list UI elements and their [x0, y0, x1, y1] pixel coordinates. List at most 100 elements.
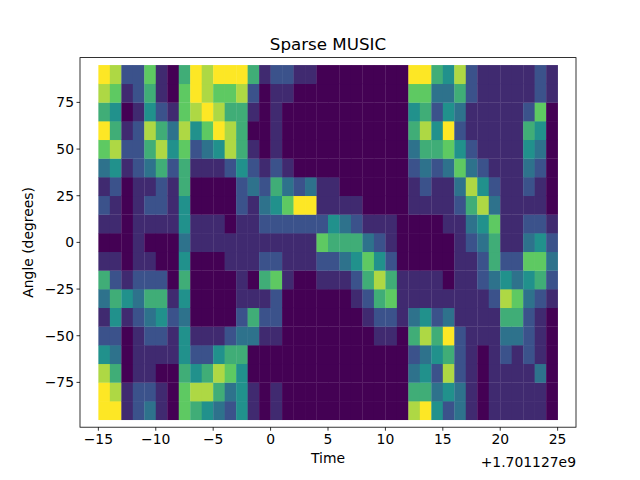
cell: [110, 233, 122, 252]
cell: [385, 84, 397, 103]
cell: [535, 270, 547, 289]
cell: [282, 65, 294, 84]
cell: [248, 84, 260, 103]
cell: [397, 233, 409, 252]
cell: [397, 345, 409, 364]
cell: [546, 177, 558, 196]
cell: [248, 65, 260, 84]
cell: [202, 270, 214, 289]
cell: [236, 177, 248, 196]
cell: [282, 382, 294, 401]
cell: [179, 401, 191, 420]
cell: [466, 102, 478, 121]
cell: [305, 289, 317, 308]
cell: [167, 401, 179, 420]
cell: [328, 382, 340, 401]
cell: [190, 121, 202, 140]
cell: [167, 364, 179, 383]
cell: [294, 84, 306, 103]
cell: [259, 177, 271, 196]
cell: [374, 252, 386, 271]
cell: [225, 140, 237, 159]
x-tick-label: 5: [324, 431, 333, 447]
cell: [397, 270, 409, 289]
cell: [305, 65, 317, 84]
cell: [443, 345, 455, 364]
cell: [98, 177, 110, 196]
cell: [454, 233, 466, 252]
cell: [259, 382, 271, 401]
cell: [431, 364, 443, 383]
cell: [156, 177, 168, 196]
cell: [385, 289, 397, 308]
x-tick-label: 10: [377, 431, 395, 447]
cell: [351, 252, 363, 271]
cell: [431, 345, 443, 364]
cell: [535, 233, 547, 252]
cell: [248, 345, 260, 364]
cell: [133, 84, 145, 103]
cell: [167, 308, 179, 327]
cell: [259, 84, 271, 103]
cell: [523, 177, 535, 196]
cell: [523, 252, 535, 271]
cell: [500, 289, 512, 308]
cell: [512, 196, 524, 215]
cell: [317, 196, 329, 215]
cell: [466, 401, 478, 420]
cell: [259, 345, 271, 364]
cell: [202, 214, 214, 233]
cell: [443, 326, 455, 345]
cell: [271, 102, 283, 121]
cell: [121, 214, 133, 233]
cell: [167, 102, 179, 121]
cell: [328, 364, 340, 383]
cell: [339, 289, 351, 308]
cell: [535, 102, 547, 121]
cell: [294, 364, 306, 383]
cell: [248, 252, 260, 271]
cell: [374, 158, 386, 177]
cell: [339, 382, 351, 401]
cell: [523, 326, 535, 345]
cell: [397, 326, 409, 345]
cell: [535, 364, 547, 383]
cell: [512, 289, 524, 308]
cell: [259, 233, 271, 252]
cell: [535, 214, 547, 233]
cell: [259, 196, 271, 215]
cell: [385, 401, 397, 420]
cell: [397, 401, 409, 420]
cell: [454, 382, 466, 401]
cell: [454, 84, 466, 103]
cell: [179, 121, 191, 140]
cell: [133, 326, 145, 345]
title: Sparse MUSIC: [270, 34, 386, 54]
cell: [98, 158, 110, 177]
cell: [420, 196, 432, 215]
cell: [110, 270, 122, 289]
cell: [133, 196, 145, 215]
cell: [98, 252, 110, 271]
cell: [443, 233, 455, 252]
y-tick-label: 0: [65, 234, 74, 250]
cell: [351, 401, 363, 420]
cell: [305, 252, 317, 271]
cell: [489, 326, 501, 345]
cell: [225, 401, 237, 420]
cell: [512, 364, 524, 383]
cell: [98, 270, 110, 289]
cell: [385, 102, 397, 121]
cell: [98, 196, 110, 215]
cell: [420, 177, 432, 196]
cell: [190, 364, 202, 383]
cell: [489, 252, 501, 271]
cell: [489, 65, 501, 84]
cell: [282, 401, 294, 420]
cell: [305, 140, 317, 159]
x-tick: [385, 427, 386, 431]
cell: [282, 140, 294, 159]
cell: [420, 214, 432, 233]
cell: [477, 140, 489, 159]
cell: [156, 65, 168, 84]
